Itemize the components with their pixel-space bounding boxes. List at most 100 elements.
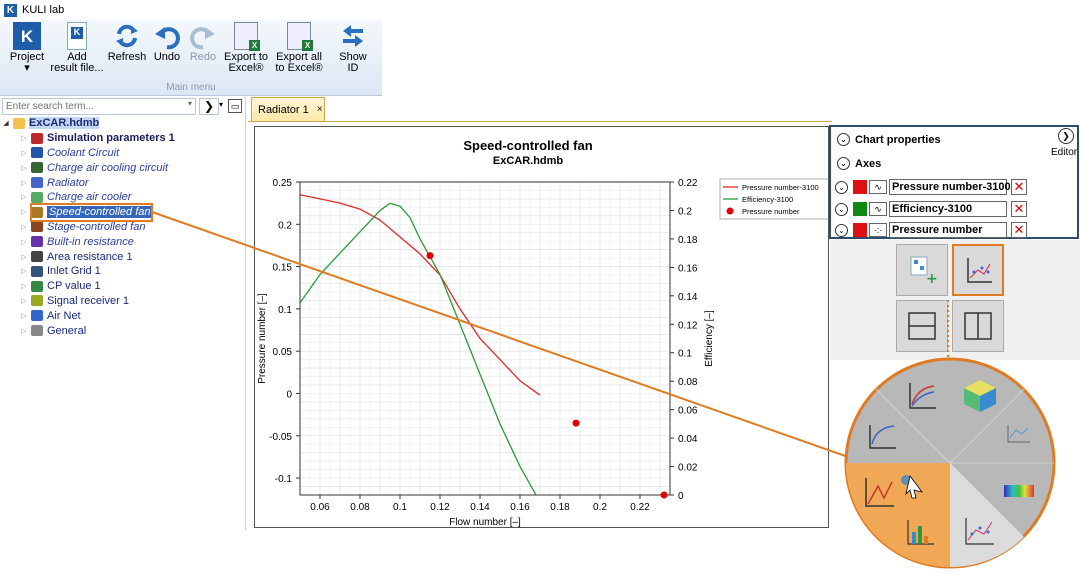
tree-item[interactable]: ▷ Charge air cooling circuit: [0, 160, 246, 175]
surface-3d-icon[interactable]: [964, 380, 996, 412]
expand-arrow-icon[interactable]: ▷: [21, 268, 27, 276]
split-vertical-button[interactable]: [952, 300, 1004, 352]
chart-properties-header[interactable]: ⌄ Chart properties: [837, 133, 941, 146]
marker-style-icon[interactable]: ·:·: [869, 223, 887, 237]
expand-arrow-icon[interactable]: ▷: [21, 179, 27, 187]
redo-button[interactable]: Redo: [186, 22, 220, 82]
y2-axis-label: Efficiency [–]: [704, 310, 715, 367]
undo-button[interactable]: Undo: [150, 22, 184, 82]
radial-segment-selected[interactable]: [846, 463, 950, 567]
plot-frame: [299, 181, 671, 496]
excel-export-all-icon: X: [287, 22, 313, 51]
x-axis-label: Flow number [–]: [449, 517, 521, 527]
search-go-button[interactable]: ❯: [199, 98, 219, 115]
chevron-down-icon[interactable]: ⌄: [835, 180, 848, 194]
tree-item[interactable]: ▷ Coolant Circuit: [0, 146, 246, 161]
radial-segment-scatter[interactable]: [950, 463, 1024, 568]
tree-item[interactable]: ▷ Air Net: [0, 308, 246, 323]
redo-icon: [189, 22, 217, 50]
tree-item[interactable]: ▷ Charge air cooler: [0, 190, 246, 205]
legend-label: Efficiency-3100: [742, 195, 793, 204]
tree-item[interactable]: ▷ Stage-controlled fan: [0, 220, 246, 235]
collapse-all-icon[interactable]: ▭: [228, 99, 242, 113]
export-all-to-excel-button[interactable]: X Export all to Excel®: [272, 22, 326, 82]
collapse-arrow-icon[interactable]: ◢: [3, 120, 9, 128]
export-to-excel-button[interactable]: X Export to Excel®: [222, 22, 270, 82]
search-dropdown-icon[interactable]: ▾: [188, 99, 193, 108]
heatmap-icon[interactable]: [1004, 485, 1034, 497]
axes-header[interactable]: ⌄ Axes: [837, 157, 881, 170]
chevron-right-icon[interactable]: ❯: [1058, 128, 1074, 144]
y-tick-label: 0.1: [278, 305, 292, 316]
project-tree-panel: ▾ ❯ ▾ ▭ ◢ ExCAR.hdmb ▷ Simulation paramet…: [0, 96, 246, 530]
y2-tick-label: 0.08: [678, 377, 698, 388]
chevron-down-icon[interactable]: ⌄: [837, 133, 850, 146]
curve-chart-icon[interactable]: [869, 425, 896, 449]
delete-series-icon[interactable]: ✕: [1011, 179, 1027, 195]
kuli-project-icon: K: [13, 22, 41, 50]
tree-root[interactable]: ◢ ExCAR.hdmb: [0, 116, 246, 131]
tree-item[interactable]: ▷ Radiator: [0, 175, 246, 190]
y-tick-label: 0.25: [273, 178, 293, 189]
scatter-plot-icon[interactable]: [965, 518, 994, 545]
series-name[interactable]: Pressure number: [889, 222, 1007, 238]
series-name[interactable]: Pressure number-3100: [889, 179, 1011, 195]
xy-chart-icon[interactable]: [865, 475, 923, 507]
chart-type-button[interactable]: [952, 244, 1004, 296]
bar-chart-icon[interactable]: [907, 520, 934, 545]
series-row-efficiency-3100[interactable]: ⌄ ∿ Efficiency-3100 ✕: [835, 200, 1033, 218]
undo-icon: [153, 22, 181, 50]
tab-radiator-1[interactable]: Radiator 1 ×: [251, 97, 325, 121]
tree-item[interactable]: ▷ Signal receiver 1: [0, 294, 246, 309]
tree-item[interactable]: ▷ Area resistance 1: [0, 249, 246, 264]
refresh-button[interactable]: Refresh: [106, 22, 148, 82]
tree-item[interactable]: ▷ Speed-controlled fan: [0, 205, 246, 220]
expand-arrow-icon[interactable]: ▷: [21, 327, 27, 335]
expand-arrow-icon[interactable]: ▷: [21, 312, 27, 320]
tree-item-label: General: [47, 324, 87, 337]
chevron-down-icon[interactable]: ⌄: [837, 157, 850, 170]
expand-arrow-icon[interactable]: ▷: [21, 164, 27, 172]
search-options-icon[interactable]: ▾: [219, 100, 224, 109]
search-input[interactable]: [2, 98, 196, 115]
expand-arrow-icon[interactable]: ▷: [21, 223, 27, 231]
expand-arrow-icon[interactable]: ▷: [21, 149, 27, 157]
expand-arrow-icon[interactable]: ▷: [21, 283, 27, 291]
delete-series-icon[interactable]: ✕: [1011, 201, 1027, 217]
expand-arrow-icon[interactable]: ▷: [21, 209, 27, 217]
expand-arrow-icon[interactable]: ▷: [21, 238, 27, 246]
color-swatch[interactable]: [853, 180, 867, 194]
project-button[interactable]: K Project ▾: [6, 22, 48, 82]
color-swatch[interactable]: [853, 202, 867, 216]
color-swatch[interactable]: [853, 223, 867, 237]
tree-item[interactable]: ▷ Built-in resistance: [0, 234, 246, 249]
line-style-icon[interactable]: ∿: [869, 202, 887, 216]
delete-series-icon[interactable]: ✕: [1011, 222, 1027, 238]
tree-item-label: Radiator: [47, 176, 89, 189]
x-tick-label: 0.18: [550, 502, 570, 513]
line-style-icon[interactable]: ∿: [869, 180, 887, 194]
line-chart-icon[interactable]: [909, 383, 936, 409]
add-result-label: Add result file...: [50, 51, 104, 74]
expand-arrow-icon[interactable]: ▷: [21, 135, 27, 143]
tree-item[interactable]: ▷ General: [0, 323, 246, 338]
series-row-pressure-number[interactable]: ⌄ ·:· Pressure number ✕: [835, 221, 1033, 239]
add-result-file-button[interactable]: K Add result file...: [50, 22, 104, 82]
show-id-button[interactable]: Show ID: [330, 22, 376, 82]
chevron-down-icon[interactable]: ⌄: [835, 202, 848, 216]
expand-arrow-icon[interactable]: ▷: [21, 297, 27, 305]
series-row-pressure-3100[interactable]: ⌄ ∿ Pressure number-3100 ✕: [835, 178, 1033, 196]
expand-arrow-icon[interactable]: ▷: [21, 194, 27, 202]
small-line-chart-icon[interactable]: [1007, 425, 1030, 443]
series-name[interactable]: Efficiency-3100: [889, 201, 1007, 217]
chevron-down-icon[interactable]: ⌄: [835, 223, 848, 237]
tree-item[interactable]: ▷ CP value 1: [0, 279, 246, 294]
tree-item[interactable]: ▷ Inlet Grid 1: [0, 264, 246, 279]
y2-tick-label: 0.06: [678, 406, 698, 417]
toolbar-empty-area: [382, 20, 1080, 96]
expand-arrow-icon[interactable]: ▷: [21, 253, 27, 261]
tree-item[interactable]: ▷ Simulation parameters 1: [0, 131, 246, 146]
show-id-label: Show ID: [339, 51, 367, 74]
add-chart-button[interactable]: +: [896, 244, 948, 296]
close-icon[interactable]: ×: [316, 104, 323, 115]
